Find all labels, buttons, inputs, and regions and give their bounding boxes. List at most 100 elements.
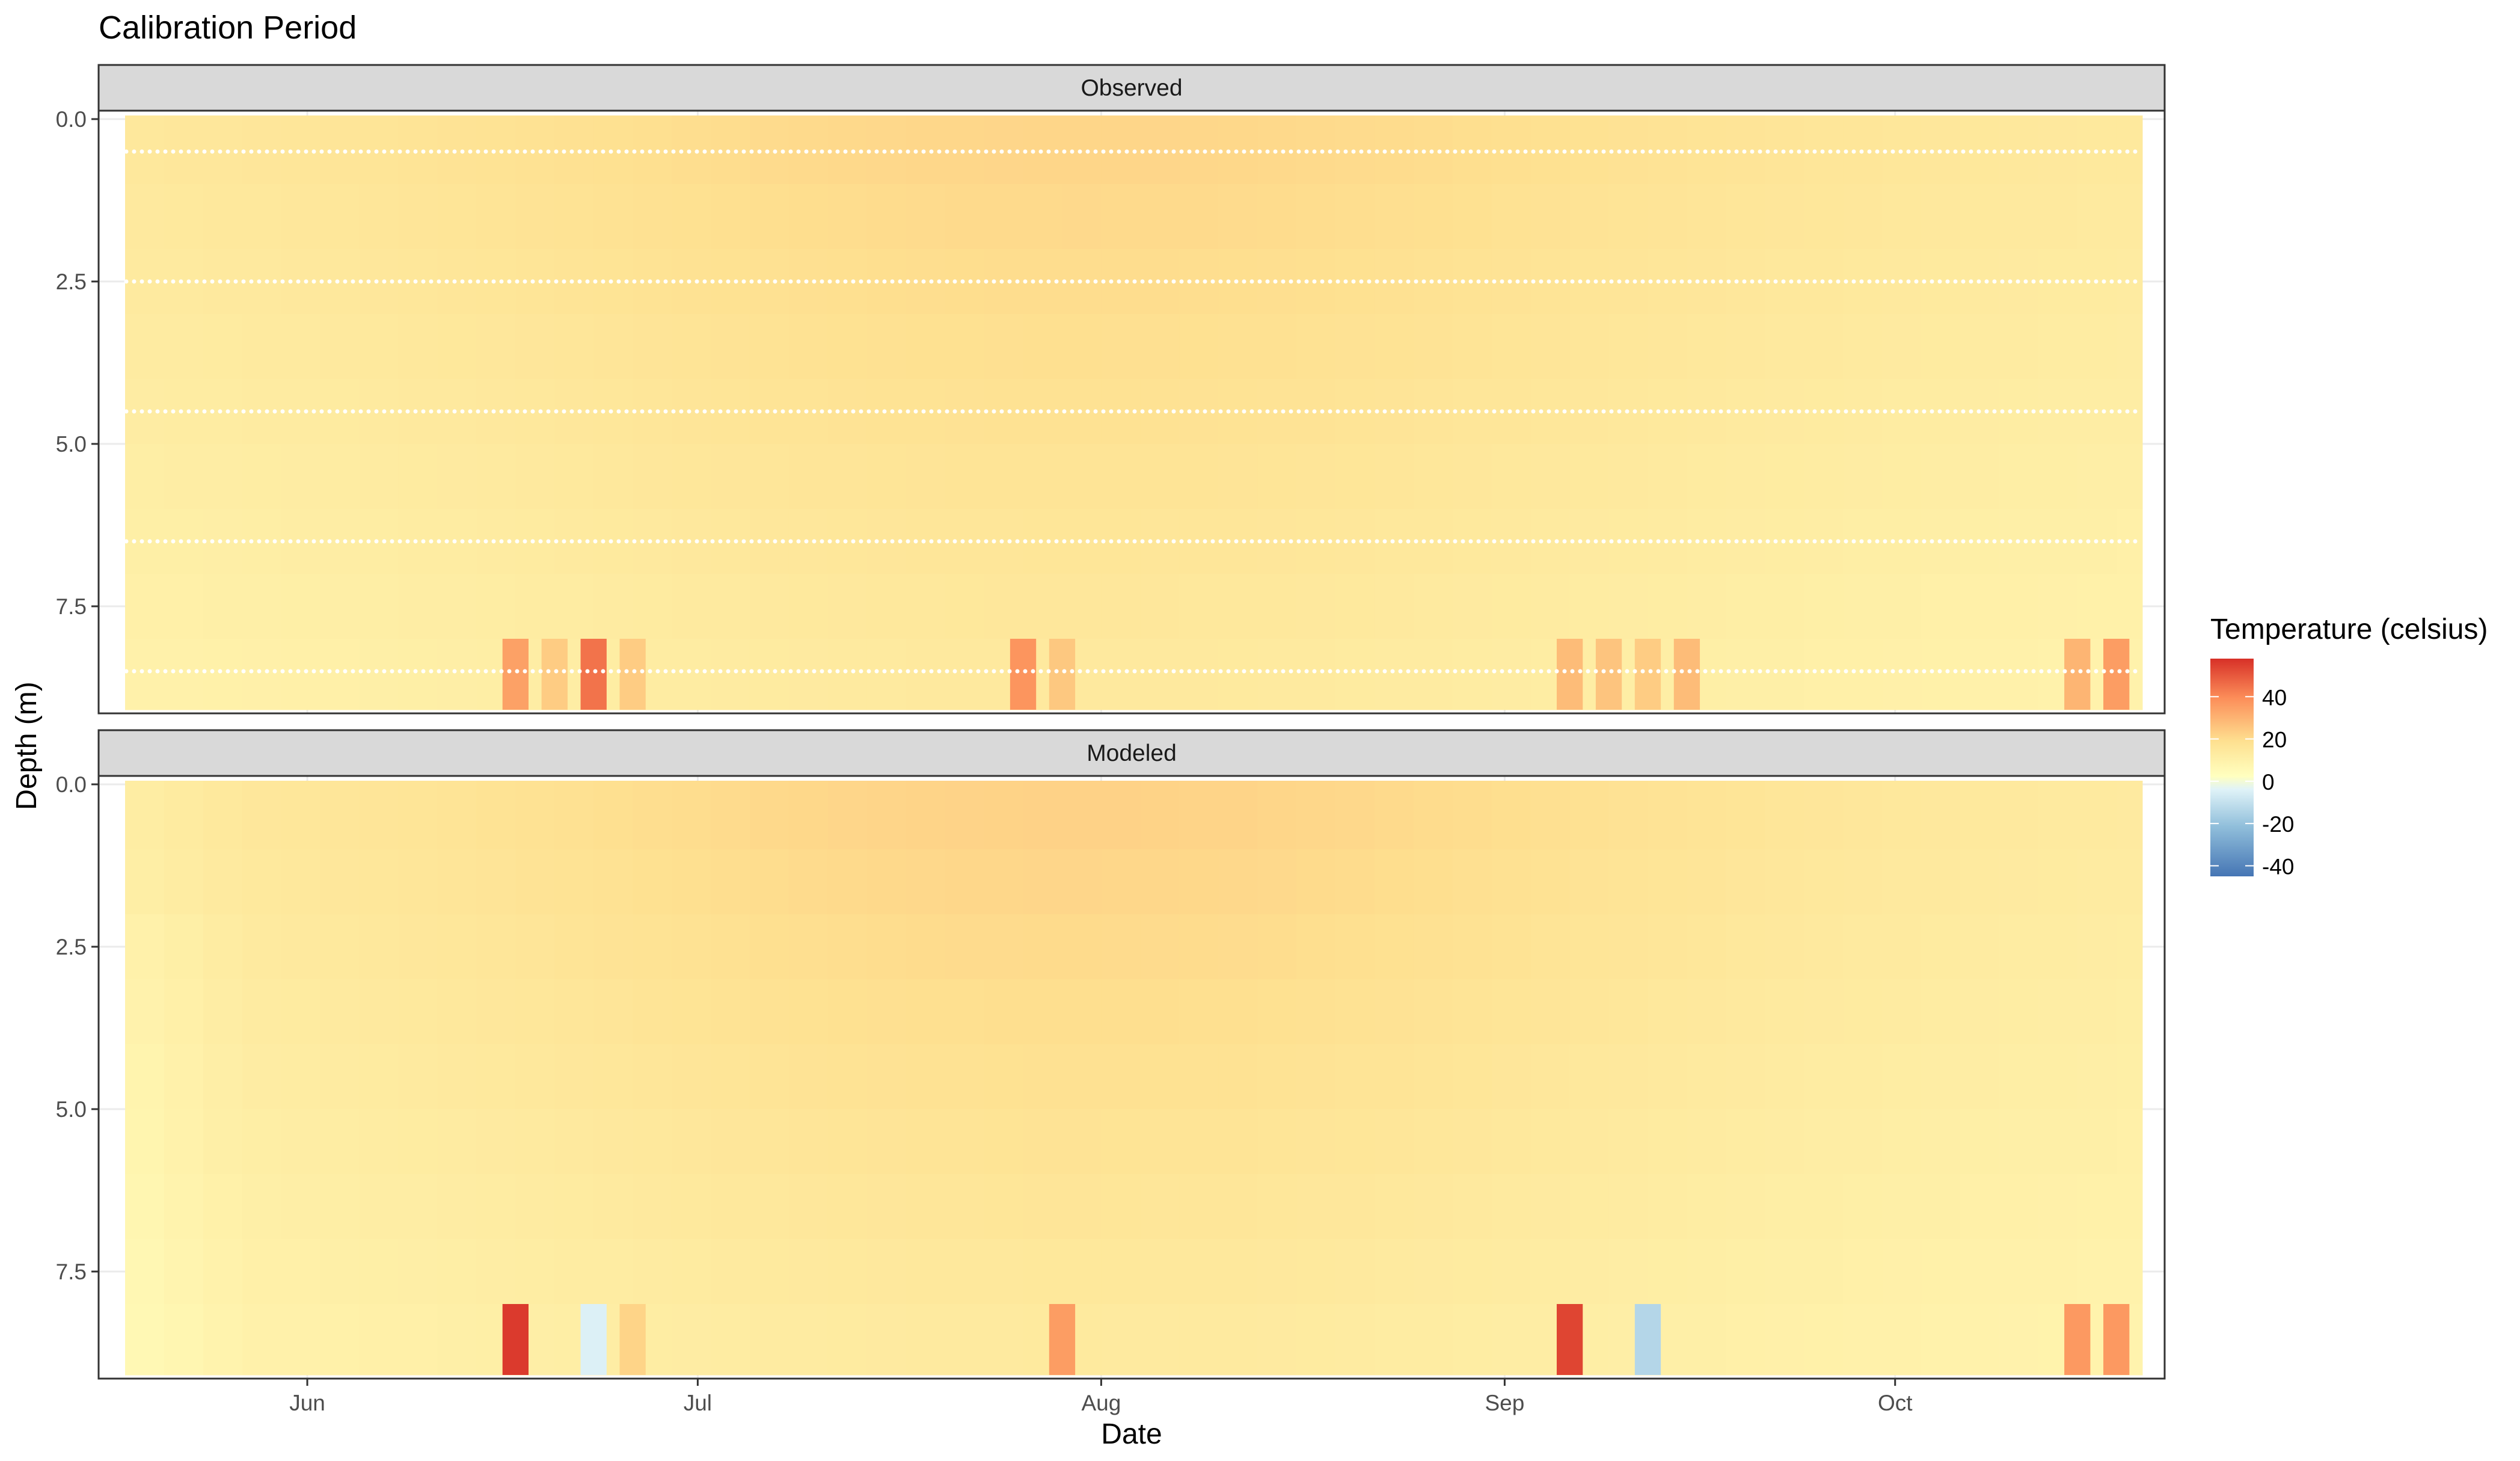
heatmap-tile — [827, 574, 868, 639]
heatmap-tile — [1608, 1044, 1648, 1110]
heatmap-tile — [1491, 444, 1531, 509]
heatmap-tile — [1530, 184, 1571, 250]
heatmap-tile — [984, 1174, 1024, 1240]
heatmap-tile — [1608, 184, 1648, 250]
heatmap-tile — [1296, 314, 1336, 380]
heatmap-tile — [320, 574, 360, 639]
heatmap-tile — [1804, 574, 1844, 639]
heatmap-tile — [1296, 979, 1336, 1045]
heatmap-tile — [1101, 574, 1141, 639]
heatmap-tile — [1257, 444, 1297, 509]
heatmap-tile — [359, 444, 399, 509]
heatmap-tile — [1921, 314, 1961, 380]
heatmap-tile — [827, 979, 868, 1045]
heatmap-tile — [1413, 639, 1453, 710]
heatmap-tile — [1140, 1109, 1180, 1175]
anomaly-tile — [580, 639, 607, 710]
heatmap-tile — [359, 314, 399, 380]
heatmap-tile — [866, 914, 907, 980]
heatmap-tile — [866, 574, 907, 639]
heatmap-tile — [1882, 314, 1922, 380]
heatmap-tile — [1765, 1174, 1804, 1240]
heatmap-tile — [1843, 639, 1883, 710]
heatmap-tile — [1296, 849, 1336, 915]
heatmap-tile — [1999, 1239, 2039, 1305]
heatmap-tile — [437, 849, 477, 915]
heatmap-tile — [866, 1109, 907, 1175]
heatmap-tile — [1101, 1174, 1141, 1240]
heatmap-tile — [1335, 979, 1375, 1045]
heatmap-tile — [749, 849, 789, 915]
heatmap-tile — [2038, 1174, 2078, 1240]
heatmap-tile — [1413, 314, 1453, 380]
heatmap-tile — [164, 1239, 204, 1305]
heatmap-tile — [476, 781, 516, 850]
heatmap-tile — [866, 781, 907, 850]
heatmap-tile — [1257, 184, 1297, 250]
heatmap-tile — [672, 1174, 711, 1240]
heatmap-tile — [203, 1174, 243, 1240]
heatmap-tile — [1296, 639, 1336, 710]
anomaly-tile — [2064, 639, 2091, 710]
heatmap-tile — [633, 1109, 672, 1175]
heatmap-tile — [2077, 574, 2117, 639]
heatmap-tile — [1921, 1239, 1961, 1305]
heatmap-tile — [2038, 979, 2078, 1045]
heatmap-tile — [633, 914, 672, 980]
heatmap-tile — [788, 1044, 829, 1110]
heatmap-tile — [2116, 1174, 2143, 1240]
anomaly-tile — [502, 639, 529, 710]
heatmap-tile — [2077, 184, 2117, 250]
heatmap-tile — [906, 781, 946, 850]
heatmap-tile — [398, 1044, 438, 1110]
heatmap-tile — [711, 184, 750, 250]
legend-ticks: 40 20 0 -20 -40 — [2210, 685, 2294, 879]
heatmap-tile — [437, 184, 477, 250]
y-tick-label: 5.0 — [56, 1097, 87, 1122]
heatmap-tile — [554, 1044, 594, 1110]
heatmap-tile — [125, 1174, 165, 1240]
heatmap-tile — [1608, 314, 1648, 380]
heatmap-tile — [1296, 1174, 1336, 1240]
anomaly-tile — [2103, 639, 2130, 710]
heatmap-tile — [1882, 1109, 1922, 1175]
heatmap-tile — [1179, 184, 1219, 250]
heatmap-tile — [1452, 914, 1492, 980]
heatmap-tile — [1687, 1109, 1726, 1175]
heatmap-tile — [1569, 849, 1610, 915]
heatmap-tile — [1569, 1109, 1610, 1175]
heatmap-tile — [1296, 574, 1336, 639]
heatmap-tile — [1765, 979, 1804, 1045]
heatmap-tile — [672, 1304, 711, 1376]
heatmap-tile — [1413, 184, 1453, 250]
heatmap-tile — [1804, 914, 1844, 980]
heatmap-tile — [866, 1044, 907, 1110]
heatmap-tile — [633, 781, 672, 850]
heatmap-tile — [1804, 1239, 1844, 1305]
heatmap-tile — [1843, 1174, 1883, 1240]
heatmap-tile — [827, 444, 868, 509]
heatmap-tile — [1726, 444, 1765, 509]
heatmap-tile — [1335, 574, 1375, 639]
heatmap-tile — [164, 444, 204, 509]
heatmap-tile — [203, 444, 243, 509]
legend-tick-label: -20 — [2262, 812, 2294, 837]
heatmap-tile — [711, 1174, 750, 1240]
heatmap-tile — [672, 1109, 711, 1175]
heatmap-tile — [515, 979, 555, 1045]
heatmap-tile — [1687, 1044, 1726, 1110]
heatmap-tile — [515, 1044, 555, 1110]
heatmap-tile — [1140, 314, 1180, 380]
heatmap-tile — [749, 1044, 789, 1110]
heatmap-tile — [984, 1239, 1024, 1305]
heatmap-tile — [1804, 639, 1844, 710]
heatmap-tile — [359, 914, 399, 980]
heatmap-tile — [1218, 1304, 1258, 1376]
heatmap-tile — [320, 781, 360, 850]
heatmap-tile — [359, 1304, 399, 1376]
heatmap-tile — [1843, 1044, 1883, 1110]
heatmap-tile — [1687, 979, 1726, 1045]
heatmap-tile — [1101, 1109, 1141, 1175]
heatmap-tile — [1569, 574, 1610, 639]
heatmap-tile — [1218, 574, 1258, 639]
